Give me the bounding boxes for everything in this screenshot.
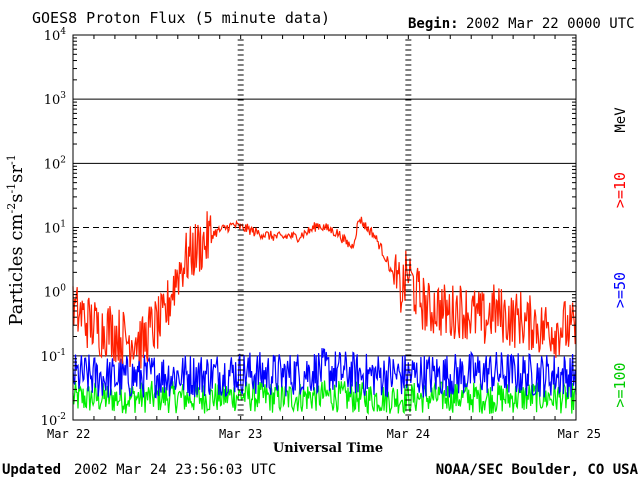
legend-item-label: >=100 <box>611 362 629 407</box>
y-axis-label-group: Particles cm-2s-1sr-1 <box>5 154 27 325</box>
y-axis-label-sup3: -1 <box>5 154 18 165</box>
x-axis-label: Universal Time <box>273 441 383 456</box>
legend-item-group: >=50 <box>611 272 629 308</box>
y-tick-labels: 10-2 10-1 100 101 102 103 104 <box>41 27 67 429</box>
y-tick-label: 100 <box>44 284 67 301</box>
y-axis-label-s: s <box>6 194 27 203</box>
y-tick-label: 101 <box>44 220 66 237</box>
y-tick-label: 10-1 <box>41 348 66 365</box>
series-layer <box>72 211 577 415</box>
x-tick-label: Mar 22 <box>47 427 90 441</box>
x-tick-labels: Mar 22 Mar 23 Mar 24 Mar 25 <box>47 427 601 441</box>
y-tick-label: 104 <box>44 27 67 44</box>
footer-updated-label: Updated <box>2 462 61 478</box>
begin-label: Begin: <box>408 16 459 32</box>
legend-item-label: >=50 <box>611 272 629 308</box>
chart-title: GOES8 Proton Flux (5 minute data) <box>32 9 330 27</box>
y-tick-label: 10-2 <box>41 412 66 429</box>
x-tick-label: Mar 25 <box>558 427 601 441</box>
legend-item-group: >=10 <box>611 172 629 208</box>
series-line-ge100 <box>72 379 577 415</box>
y-axis-label-sr: sr <box>6 165 27 183</box>
plot-area <box>72 34 577 421</box>
y-axis-label-main: Particles cm <box>6 214 27 326</box>
series-line-ge10 <box>72 211 577 369</box>
footer-credit: NOAA/SEC Boulder, CO USA <box>436 462 639 478</box>
x-tick-label: Mar 24 <box>387 427 430 441</box>
footer-updated-value: 2002 Mar 24 23:56:03 UTC <box>74 462 276 478</box>
legend-item-group: >=100 <box>611 362 629 407</box>
x-tick-label: Mar 23 <box>219 427 262 441</box>
legend-item-label: >=10 <box>611 172 629 208</box>
legend-unit-group: MeV <box>613 107 629 133</box>
y-tick-label: 102 <box>44 155 66 172</box>
axis-ticks <box>73 34 576 420</box>
y-tick-label: 103 <box>44 91 67 108</box>
begin-value: 2002 Mar 22 0000 UTC <box>466 16 635 32</box>
series-line-ge50 <box>72 348 577 399</box>
y-axis-label-sup1: -2 <box>5 203 18 214</box>
right-legend: MeV >=10 >=50 >=100 <box>611 107 629 408</box>
y-axis-label: Particles cm-2s-1sr-1 <box>5 154 27 325</box>
y-axis-label-sup2: -1 <box>5 183 18 194</box>
legend-unit: MeV <box>613 107 629 133</box>
